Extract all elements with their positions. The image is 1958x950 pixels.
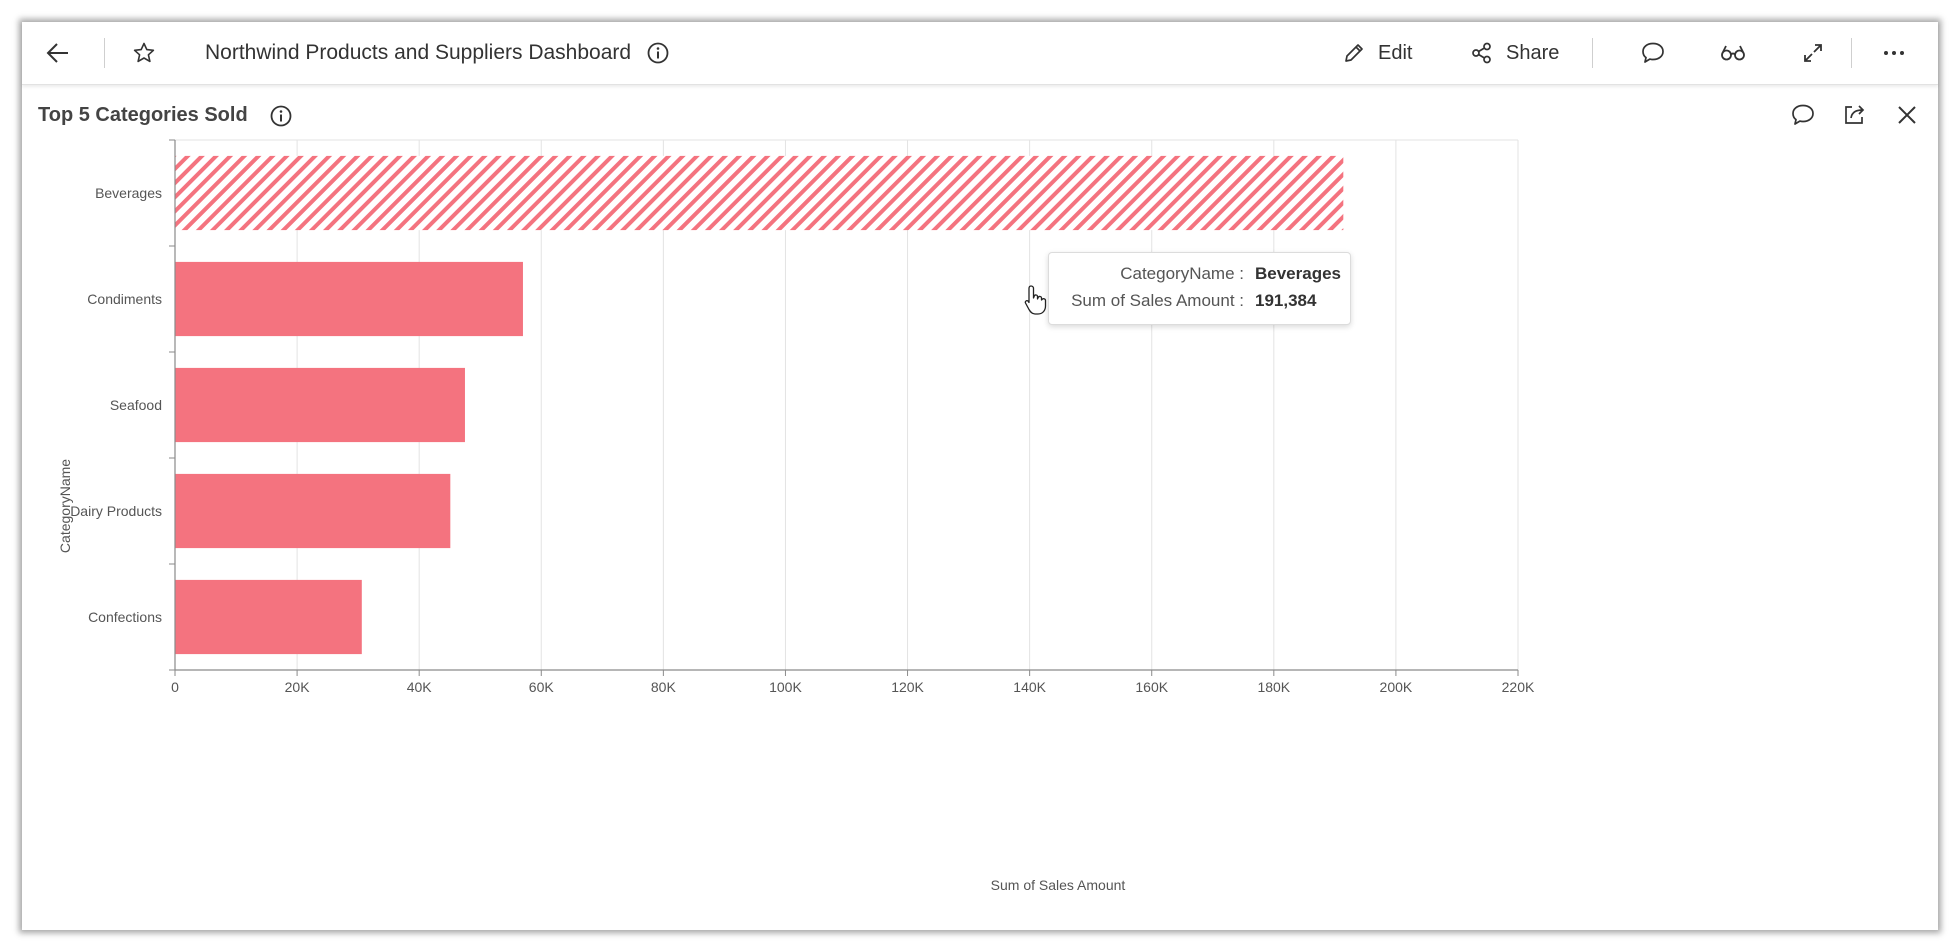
x-tick-label: 160K xyxy=(1135,679,1168,695)
x-axis-title: Sum of Sales Amount xyxy=(991,877,1126,893)
tooltip-amount-key: Sum of Sales Amount : xyxy=(1071,291,1244,310)
x-tick-label: 80K xyxy=(651,679,677,695)
share-label: Share xyxy=(1506,41,1560,64)
x-tick-label: 60K xyxy=(529,679,555,695)
x-tick-label: 140K xyxy=(1013,679,1046,695)
widget-close-button[interactable] xyxy=(1894,102,1920,128)
widget-comment-button[interactable] xyxy=(1790,102,1816,128)
category-label: Condiments xyxy=(87,291,162,307)
edit-button[interactable]: Edit xyxy=(1342,22,1412,84)
category-label: Beverages xyxy=(95,185,162,201)
bar-beverages[interactable] xyxy=(175,155,1344,231)
category-label: Seafood xyxy=(110,397,162,413)
top-bar: Northwind Products and Suppliers Dashboa… xyxy=(22,22,1938,85)
comments-button[interactable] xyxy=(1640,22,1666,84)
tooltip-category-key: CategoryName : xyxy=(1120,264,1244,283)
comment-icon xyxy=(1642,42,1664,63)
chart-bars xyxy=(175,155,1344,655)
dashboard-title: Northwind Products and Suppliers Dashboa… xyxy=(205,41,632,64)
info-icon xyxy=(270,105,292,127)
widget-title: Top 5 Categories Sold xyxy=(38,104,248,126)
bar-dairy-products[interactable] xyxy=(175,473,451,549)
widget-export-button[interactable] xyxy=(1842,102,1868,128)
more-options-button[interactable] xyxy=(1882,22,1906,84)
bar-condiments[interactable] xyxy=(175,261,523,337)
more-icon xyxy=(1884,51,1904,55)
divider xyxy=(1851,38,1852,68)
widget-info-button[interactable] xyxy=(269,104,293,128)
y-axis-title: CategoryName xyxy=(57,459,73,553)
x-tick-label: 220K xyxy=(1502,679,1535,695)
chart-tick-labels: 0 20K 40K 60K 80K 100K 120K 140K 160K 180K 200K 220… xyxy=(171,679,1535,695)
bar-chart: Beverages Condiments Seafood Dairy Products… xyxy=(57,139,1535,893)
chart-axes xyxy=(169,139,1519,676)
fullscreen-button[interactable] xyxy=(1801,22,1825,84)
dashboard-window: Northwind Products and Suppliers Dashboa… xyxy=(22,22,1938,930)
close-icon xyxy=(1898,106,1916,124)
pencil-icon xyxy=(1345,44,1363,62)
divider xyxy=(1592,38,1593,68)
category-label: Confections xyxy=(88,609,162,625)
info-icon xyxy=(647,42,669,64)
bar-seafood[interactable] xyxy=(175,367,465,443)
hand-cursor-icon xyxy=(1024,285,1047,315)
favorite-button[interactable] xyxy=(132,22,156,84)
category-label: Dairy Products xyxy=(70,503,162,519)
export-icon xyxy=(1845,105,1865,124)
comment-icon xyxy=(1792,104,1814,125)
tooltip-category-value: Beverages xyxy=(1255,264,1342,283)
x-tick-label: 200K xyxy=(1380,679,1413,695)
divider xyxy=(104,38,105,68)
back-button[interactable] xyxy=(44,22,72,84)
x-tick-label: 100K xyxy=(769,679,802,695)
back-arrow-icon xyxy=(46,43,68,63)
expand-icon xyxy=(1804,44,1822,62)
tooltip-amount-value: 191,384 xyxy=(1255,291,1317,310)
share-icon xyxy=(1472,42,1491,64)
chart-category-labels: Beverages Condiments Seafood Dairy Products… xyxy=(70,185,162,625)
star-icon xyxy=(133,42,155,63)
x-tick-label: 0 xyxy=(171,679,179,695)
x-tick-label: 20K xyxy=(285,679,311,695)
x-tick-label: 180K xyxy=(1257,679,1290,695)
share-button[interactable]: Share xyxy=(1470,22,1559,84)
edit-label: Edit xyxy=(1378,41,1413,64)
chart-tooltip: CategoryName : Beverages Sum of Sales Am… xyxy=(1048,252,1351,325)
view-mode-button[interactable] xyxy=(1719,22,1747,84)
dashboard-info-button[interactable] xyxy=(646,22,670,84)
x-tick-label: 40K xyxy=(407,679,433,695)
glasses-icon xyxy=(1721,45,1745,61)
x-tick-label: 120K xyxy=(891,679,924,695)
bar-confections[interactable] xyxy=(175,579,362,655)
